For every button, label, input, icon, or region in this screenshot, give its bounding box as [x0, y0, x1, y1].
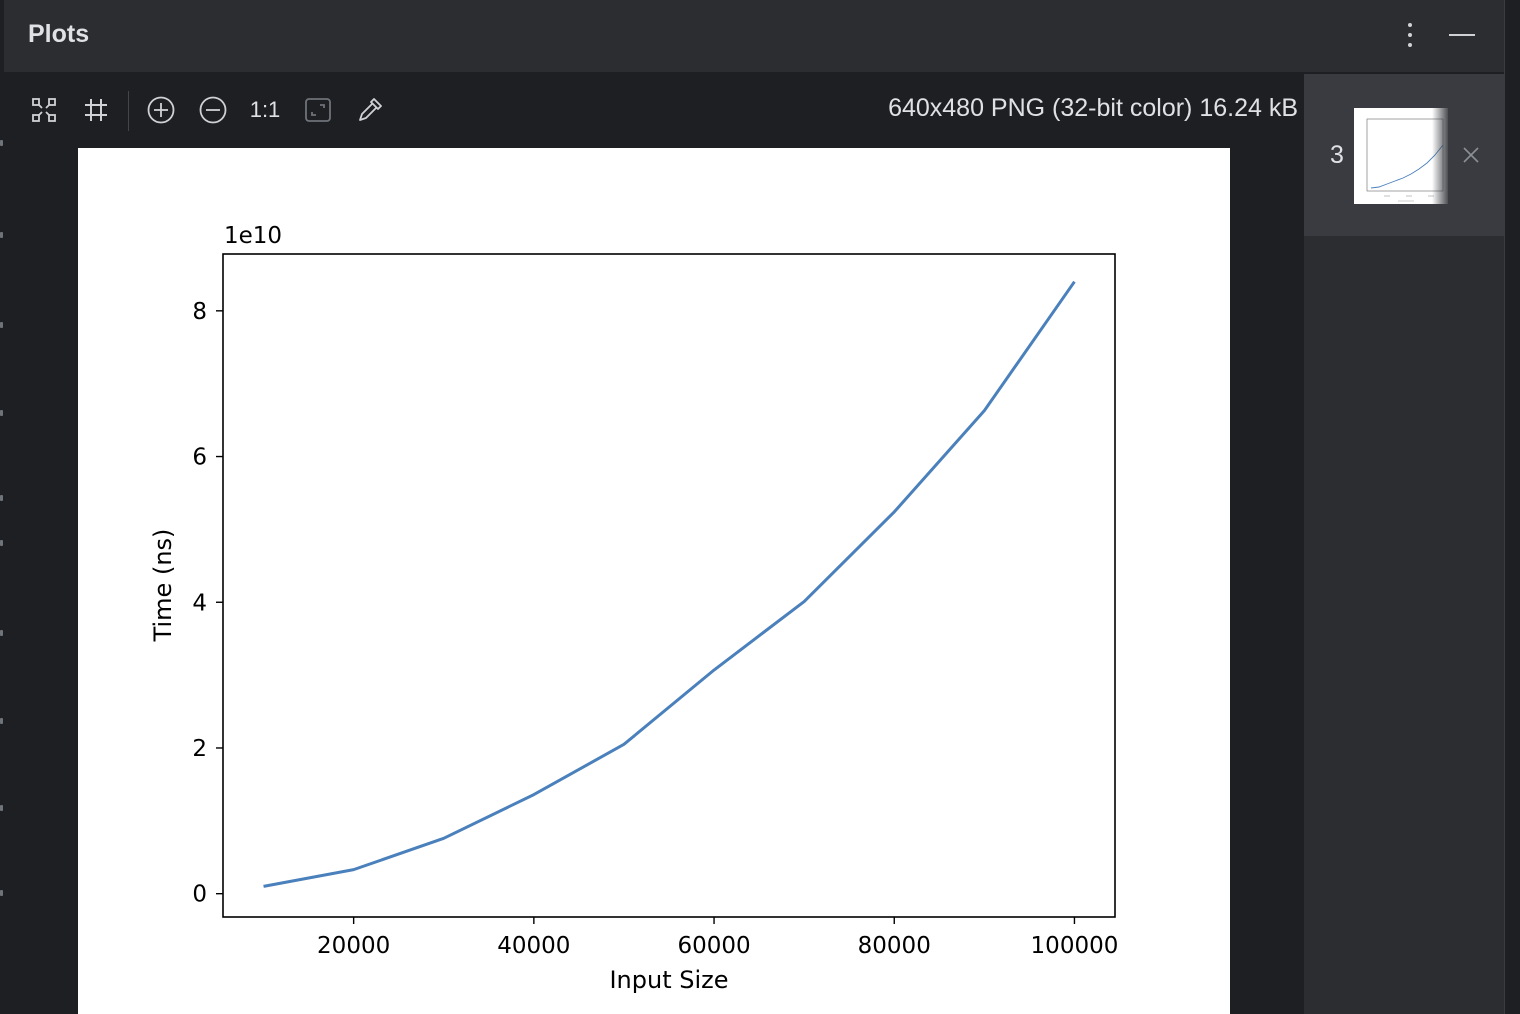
series-line — [263, 280, 1076, 888]
plot-thumbnail-list: 3 — [1304, 74, 1504, 1014]
fit-window-icon[interactable] — [302, 94, 334, 126]
y-tick-label: 2 — [192, 736, 207, 762]
y-tick-label: 0 — [192, 882, 207, 908]
close-icon[interactable] — [1460, 144, 1482, 166]
x-tick-label: 60000 — [677, 933, 750, 959]
y-tick-label: 4 — [192, 590, 207, 616]
grid-icon[interactable] — [80, 94, 112, 126]
color-picker-icon[interactable] — [354, 94, 386, 126]
left-tool-strip — [0, 0, 4, 1014]
window-edge — [1504, 0, 1520, 1014]
thumbnail-fade — [1432, 108, 1448, 204]
x-axis-label: Input Size — [609, 966, 728, 994]
x-tick-label: 100000 — [1031, 933, 1119, 959]
actual-size-button[interactable]: 1:1 — [249, 94, 281, 126]
toolbar-separator — [128, 91, 129, 131]
y-offset-label: 1e10 — [224, 223, 282, 249]
plot-frame — [222, 253, 1116, 918]
plots-panel-header: Plots — [4, 0, 1504, 73]
panel-title: Plots — [28, 20, 90, 48]
line-chart: 20000 40000 60000 80000 100000 0 2 4 6 8 1e10 In… — [149, 223, 1118, 994]
x-tick-label: 40000 — [497, 933, 570, 959]
more-options-icon[interactable] — [1396, 19, 1424, 51]
plot-canvas-area: 20000 40000 60000 80000 100000 0 2 4 6 8 1e10 In… — [4, 146, 1304, 1014]
x-tick-label: 80000 — [858, 933, 931, 959]
x-ticks: 20000 40000 60000 80000 100000 — [317, 917, 1118, 959]
plot-toolbar: 1:1 640x480 PNG (32-bit color) 16.24 kB — [4, 74, 1304, 146]
y-ticks: 0 2 4 6 8 — [192, 299, 223, 908]
y-axis-label: Time (ns) — [149, 529, 177, 643]
y-tick-label: 6 — [192, 445, 207, 471]
series-group — [263, 280, 1076, 888]
minimize-icon[interactable] — [1447, 22, 1477, 48]
zoom-in-icon[interactable] — [145, 94, 177, 126]
actual-size-label: 1:1 — [249, 97, 281, 122]
fit-content-icon[interactable] — [28, 94, 60, 126]
thumbnail-number: 3 — [1330, 141, 1344, 169]
y-tick-label: 8 — [192, 299, 207, 325]
image-info: 640x480 PNG (32-bit color) 16.24 kB — [888, 94, 1298, 122]
x-tick-label: 20000 — [317, 933, 390, 959]
plot-image: 20000 40000 60000 80000 100000 0 2 4 6 8 1e10 In… — [78, 148, 1230, 1014]
plot-thumbnail-item[interactable]: 3 — [1304, 74, 1504, 236]
zoom-out-icon[interactable] — [197, 94, 229, 126]
